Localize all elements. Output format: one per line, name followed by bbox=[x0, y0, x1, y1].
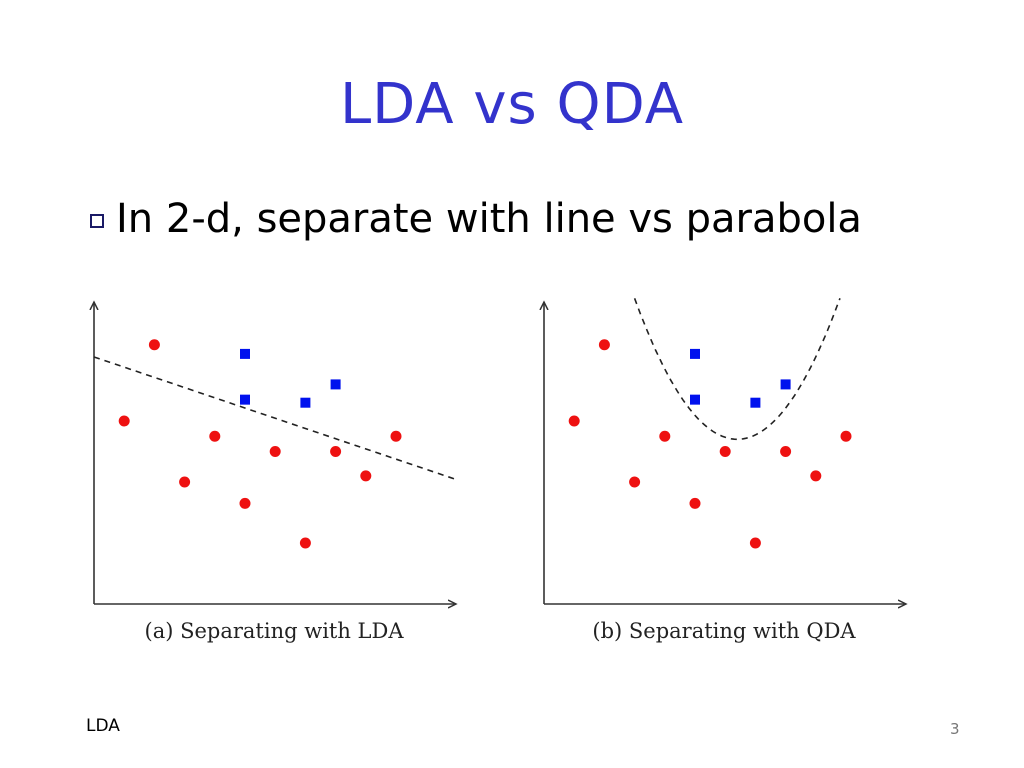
red-data-point bbox=[749, 537, 761, 549]
red-data-point bbox=[360, 470, 372, 482]
decision-boundary bbox=[93, 356, 457, 481]
red-data-point bbox=[330, 446, 342, 457]
red-data-point bbox=[568, 415, 580, 427]
footer-label: LDA bbox=[86, 716, 120, 736]
red-data-point bbox=[780, 446, 792, 457]
plot-caption: (b) Separating with QDA bbox=[592, 619, 856, 643]
red-data-point bbox=[390, 430, 402, 442]
blue-data-point bbox=[780, 379, 791, 390]
slide-title: LDA vs QDA bbox=[339, 72, 685, 137]
red-data-point bbox=[148, 339, 160, 351]
blue-data-point bbox=[690, 394, 700, 405]
decision-boundary bbox=[633, 298, 841, 441]
blue-data-point bbox=[690, 348, 700, 359]
red-data-point bbox=[810, 470, 822, 482]
blue-data-point bbox=[300, 397, 311, 408]
blue-data-point bbox=[330, 379, 341, 390]
lda-plot: (a) Separating with LDA bbox=[94, 302, 456, 643]
bullet-text: In 2-d, separate with line vs parabola bbox=[116, 196, 862, 242]
red-data-point bbox=[629, 476, 641, 488]
checkbox-bullet-icon bbox=[90, 214, 104, 228]
plot-caption: (a) Separating with LDA bbox=[145, 619, 405, 643]
red-data-point bbox=[239, 497, 251, 509]
red-data-point bbox=[299, 537, 311, 549]
red-data-point bbox=[598, 339, 610, 351]
red-data-point bbox=[118, 415, 130, 427]
blue-data-point bbox=[240, 348, 250, 359]
red-data-point bbox=[840, 430, 852, 442]
red-data-point bbox=[179, 476, 191, 488]
qda-plot: (b) Separating with QDA bbox=[544, 298, 906, 643]
blue-data-point bbox=[750, 397, 761, 408]
blue-data-point bbox=[240, 394, 250, 405]
red-data-point bbox=[659, 430, 671, 442]
red-data-point bbox=[689, 497, 701, 509]
page-number: 3 bbox=[950, 720, 960, 738]
red-data-point bbox=[269, 446, 281, 457]
bullet-item: In 2-d, separate with line vs parabola bbox=[90, 196, 862, 242]
red-data-point bbox=[209, 430, 221, 442]
red-data-point bbox=[719, 446, 731, 457]
